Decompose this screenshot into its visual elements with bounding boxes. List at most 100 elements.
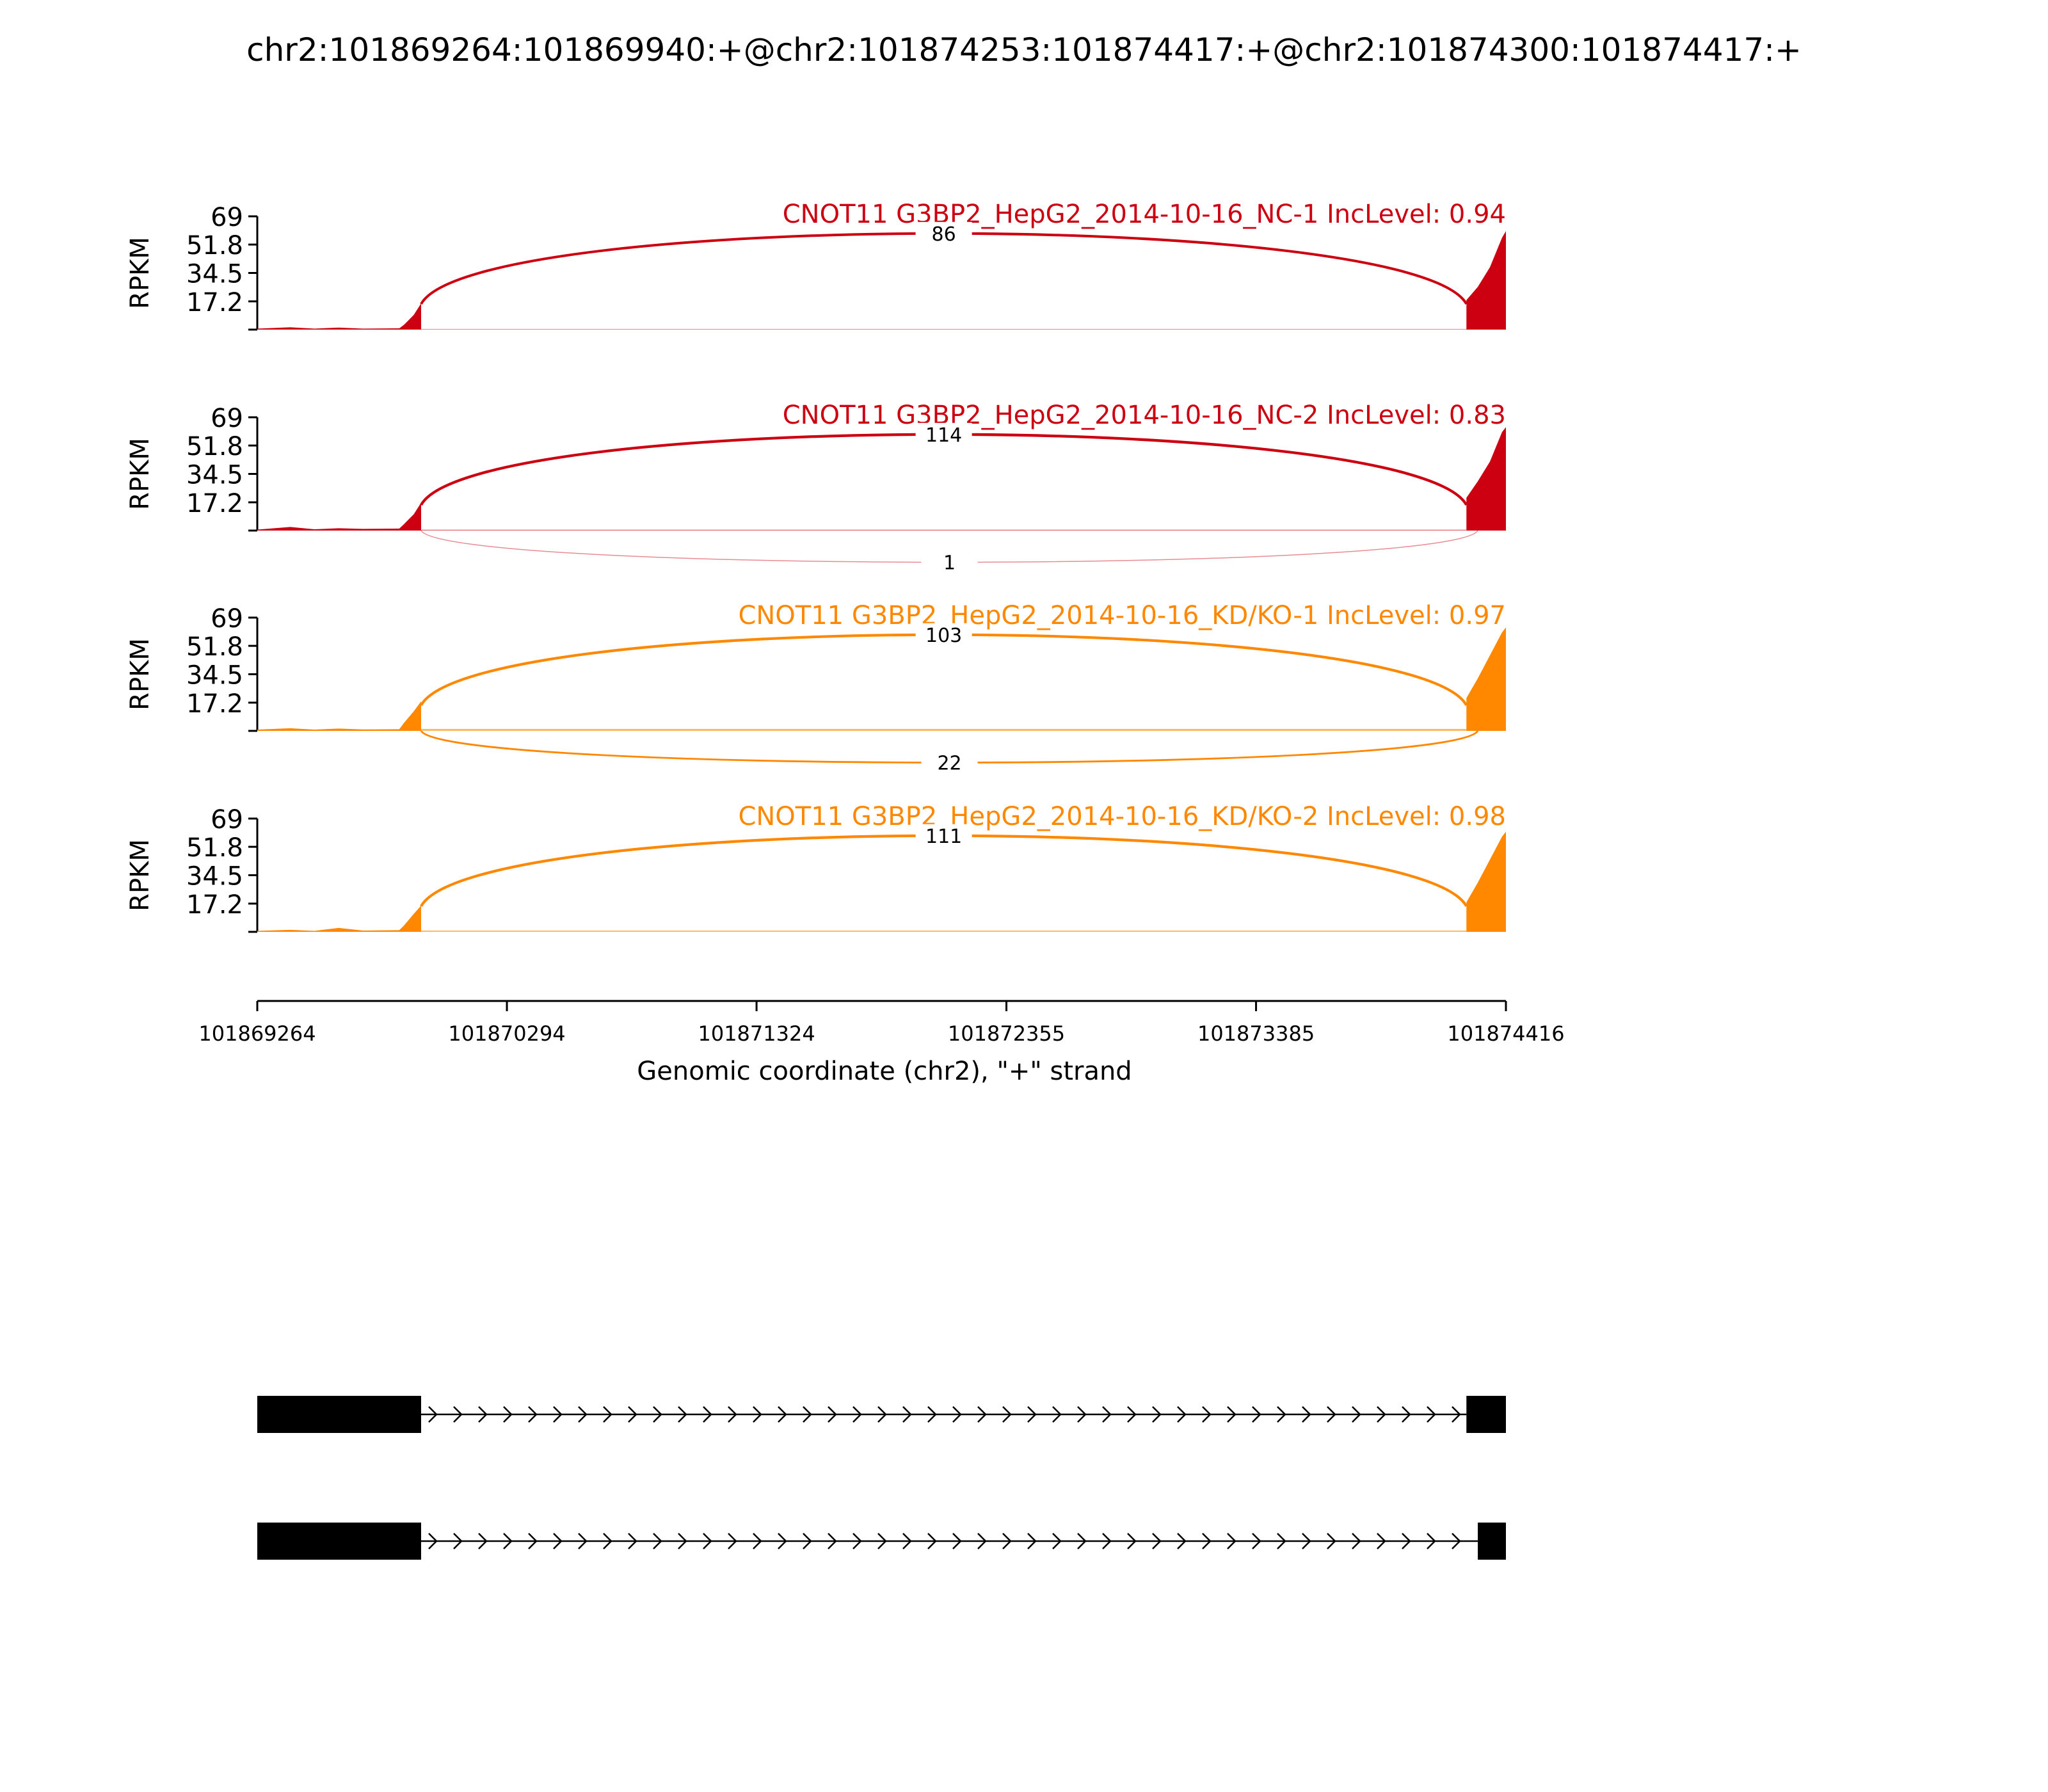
strand-arrow-icon <box>753 1406 762 1423</box>
strand-arrow-icon <box>828 1533 837 1549</box>
strand-arrow-icon <box>1377 1533 1386 1549</box>
strand-arrow-icon <box>1227 1533 1236 1549</box>
isoform-2 <box>257 1523 1506 1560</box>
junction-label-bg <box>921 751 978 774</box>
exon-block <box>257 1523 421 1560</box>
junction-count-label: 86 <box>932 223 956 246</box>
y-axis-label: RPKM <box>125 438 155 510</box>
junction-label-bg <box>915 623 972 646</box>
strand-arrow-icon <box>1377 1406 1386 1423</box>
strand-arrow-icon <box>1002 1533 1012 1549</box>
y-tick-label: 51.8 <box>186 432 243 461</box>
strand-arrow-icon <box>428 1406 438 1423</box>
strand-arrow-icon <box>1352 1406 1361 1423</box>
strand-arrow-icon <box>753 1533 762 1549</box>
strand-arrow-icon <box>1102 1406 1112 1423</box>
junction-count-label: 22 <box>937 753 961 775</box>
track-label: CNOT11 G3BP2_HepG2_2014-10-16_KD/KO-1 In… <box>738 601 1506 630</box>
x-axis: 101869264 101870294 101871324 101872355 1018… <box>198 1000 1565 1046</box>
strand-arrow-icon <box>1027 1406 1037 1423</box>
y-tick-label: 34.5 <box>186 260 243 289</box>
strand-arrow-icon <box>1277 1406 1286 1423</box>
junction-count-label: 103 <box>925 625 962 647</box>
x-tick-label: 101869264 <box>198 1021 316 1046</box>
y-tick-label: 34.5 <box>186 862 243 892</box>
strand-arrow-icon <box>1202 1533 1212 1549</box>
y-tick-label: 69 <box>211 805 243 835</box>
strand-arrow-icon <box>828 1406 837 1423</box>
track-1: 17.234.551.869 RPKM CNOT11 G3BP2_HepG2_201… <box>125 200 1506 331</box>
strand-arrow-icon <box>1002 1406 1012 1423</box>
strand-arrow-icon <box>1402 1533 1411 1549</box>
strand-arrow-icon <box>1077 1533 1087 1549</box>
strand-arrow-icon <box>528 1406 538 1423</box>
strand-arrow-icon <box>1202 1406 1212 1423</box>
strand-arrow-icon <box>778 1406 787 1423</box>
coverage-left-exon <box>257 303 421 330</box>
junction-count-label: 114 <box>925 424 962 447</box>
strand-arrow-icon <box>628 1533 637 1549</box>
x-tick-label: 101873385 <box>1197 1021 1315 1046</box>
y-tick-label: 17.2 <box>186 689 243 719</box>
strand-arrow-icon <box>428 1533 438 1549</box>
coverage-right-exon <box>1466 627 1506 731</box>
strand-arrow-icon <box>1227 1406 1236 1423</box>
strand-arrow-icon <box>877 1533 887 1549</box>
strand-arrow-icon <box>1152 1533 1162 1549</box>
strand-arrow-icon <box>1177 1533 1187 1549</box>
coverage-intron <box>420 329 1467 330</box>
strand-arrow-icon <box>503 1406 513 1423</box>
strand-arrow-icon <box>703 1406 712 1423</box>
x-tick-label: 101870294 <box>448 1021 565 1046</box>
exon-block <box>257 1396 421 1433</box>
strand-arrow-icon <box>1127 1533 1137 1549</box>
track-2: 17.234.551.869 RPKM CNOT11 G3BP2_HepG2_201… <box>125 401 1506 575</box>
strand-arrow-icon <box>1302 1406 1311 1423</box>
strand-arrow-icon <box>852 1533 862 1549</box>
strand-arrow-icon <box>1327 1406 1336 1423</box>
coverage-left-exon <box>257 701 421 731</box>
strand-arrow-icon <box>1452 1406 1461 1423</box>
strand-arrow-icon <box>528 1533 538 1549</box>
strand-arrow-icon <box>1302 1533 1311 1549</box>
exon-block <box>1478 1523 1506 1560</box>
strand-arrow-icon <box>728 1533 737 1549</box>
y-tick-label: 34.5 <box>186 461 243 490</box>
strand-arrow-icon <box>453 1406 463 1423</box>
strand-arrow-icon <box>1327 1533 1336 1549</box>
y-tick-label: 69 <box>211 203 243 232</box>
strand-arrow-icon <box>977 1406 987 1423</box>
strand-arrow-icon <box>1402 1406 1411 1423</box>
track-label: CNOT11 G3BP2_HepG2_2014-10-16_NC-2 IncLe… <box>783 401 1506 430</box>
junction-label-bg <box>921 550 978 574</box>
coverage-left-exon <box>257 905 421 932</box>
junction-count-label: 1 <box>943 552 956 575</box>
strand-arrow-icon <box>1077 1406 1087 1423</box>
strand-arrow-icon <box>628 1406 637 1423</box>
x-tick-label: 101871324 <box>698 1021 815 1046</box>
coverage-right-exon <box>1466 427 1506 531</box>
track-label: CNOT11 G3BP2_HepG2_2014-10-16_NC-1 IncLe… <box>783 200 1506 229</box>
strand-arrow-icon <box>1252 1406 1261 1423</box>
strand-arrow-icon <box>1277 1533 1286 1549</box>
strand-arrow-icon <box>977 1533 987 1549</box>
strand-arrow-icon <box>1452 1533 1461 1549</box>
coverage-intron <box>420 529 1467 531</box>
y-tick-label: 51.8 <box>186 833 243 863</box>
junction-count-label: 111 <box>925 826 962 848</box>
strand-arrow-icon <box>603 1406 612 1423</box>
strand-arrow-icon <box>902 1406 912 1423</box>
track-4: 17.234.551.869 RPKM CNOT11 G3BP2_HepG2_201… <box>125 802 1506 933</box>
strand-arrow-icon <box>678 1533 687 1549</box>
junction-label-bg <box>915 824 972 847</box>
strand-arrow-icon <box>1102 1533 1112 1549</box>
strand-arrow-icon <box>703 1533 712 1549</box>
y-tick-label: 17.2 <box>186 489 243 518</box>
strand-arrow-icon <box>653 1533 662 1549</box>
track-3: 17.234.551.869 RPKM CNOT11 G3BP2_HepG2_201… <box>125 601 1506 775</box>
exon-block <box>1466 1396 1506 1433</box>
y-tick-label: 69 <box>211 604 243 634</box>
strand-arrow-icon <box>778 1533 787 1549</box>
strand-arrow-icon <box>803 1533 812 1549</box>
plot-title: chr2:101869264:101869940:+@chr2:10187425… <box>246 31 1802 68</box>
